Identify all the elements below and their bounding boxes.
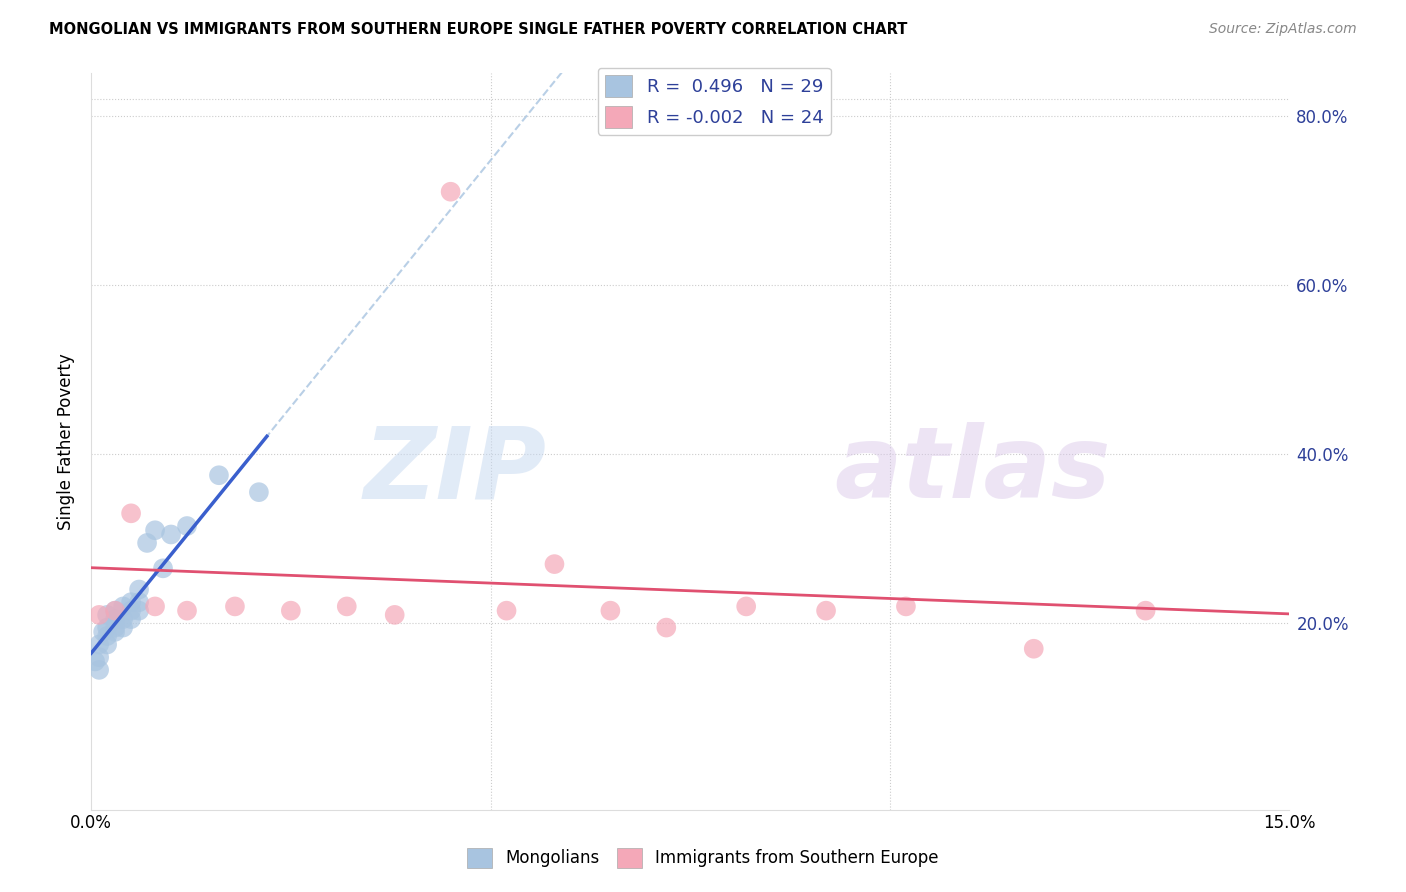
Point	[112, 599, 135, 614]
Point	[176, 519, 198, 533]
Point	[120, 595, 142, 609]
Point	[543, 557, 565, 571]
Y-axis label: Single Father Poverty: Single Father Poverty	[58, 353, 75, 530]
Point	[1135, 604, 1157, 618]
Point	[104, 621, 127, 635]
Point	[89, 650, 111, 665]
Point	[120, 506, 142, 520]
Point	[152, 561, 174, 575]
Point	[655, 621, 678, 635]
Point	[112, 621, 135, 635]
Point	[104, 604, 127, 618]
Point	[247, 485, 270, 500]
Point	[280, 604, 302, 618]
Legend: Mongolians, Immigrants from Southern Europe: Mongolians, Immigrants from Southern Eur…	[461, 841, 945, 875]
Point	[128, 604, 150, 618]
Point	[599, 604, 621, 618]
Point	[495, 604, 517, 618]
Text: Source: ZipAtlas.com: Source: ZipAtlas.com	[1209, 22, 1357, 37]
Point	[89, 638, 111, 652]
Point	[439, 185, 461, 199]
Point	[84, 655, 107, 669]
Point	[143, 523, 166, 537]
Text: atlas: atlas	[834, 422, 1111, 519]
Text: ZIP: ZIP	[364, 422, 547, 519]
Point	[735, 599, 758, 614]
Point	[128, 595, 150, 609]
Legend: R =  0.496   N = 29, R = -0.002   N = 24: R = 0.496 N = 29, R = -0.002 N = 24	[598, 68, 831, 135]
Text: MONGOLIAN VS IMMIGRANTS FROM SOUTHERN EUROPE SINGLE FATHER POVERTY CORRELATION C: MONGOLIAN VS IMMIGRANTS FROM SOUTHERN EU…	[49, 22, 908, 37]
Point	[815, 604, 838, 618]
Point	[89, 663, 111, 677]
Point	[136, 536, 159, 550]
Point	[96, 629, 118, 643]
Point	[104, 624, 127, 639]
Point	[120, 604, 142, 618]
Point	[384, 607, 406, 622]
Point	[89, 607, 111, 622]
Point	[120, 612, 142, 626]
Point	[160, 527, 183, 541]
Point	[104, 604, 127, 618]
Point	[224, 599, 246, 614]
Point	[143, 599, 166, 614]
Point	[96, 638, 118, 652]
Point	[96, 607, 118, 622]
Point	[96, 621, 118, 635]
Point	[91, 624, 114, 639]
Point	[336, 599, 359, 614]
Point	[128, 582, 150, 597]
Point	[1022, 641, 1045, 656]
Point	[176, 604, 198, 618]
Point	[208, 468, 231, 483]
Point	[112, 612, 135, 626]
Point	[104, 612, 127, 626]
Point	[894, 599, 917, 614]
